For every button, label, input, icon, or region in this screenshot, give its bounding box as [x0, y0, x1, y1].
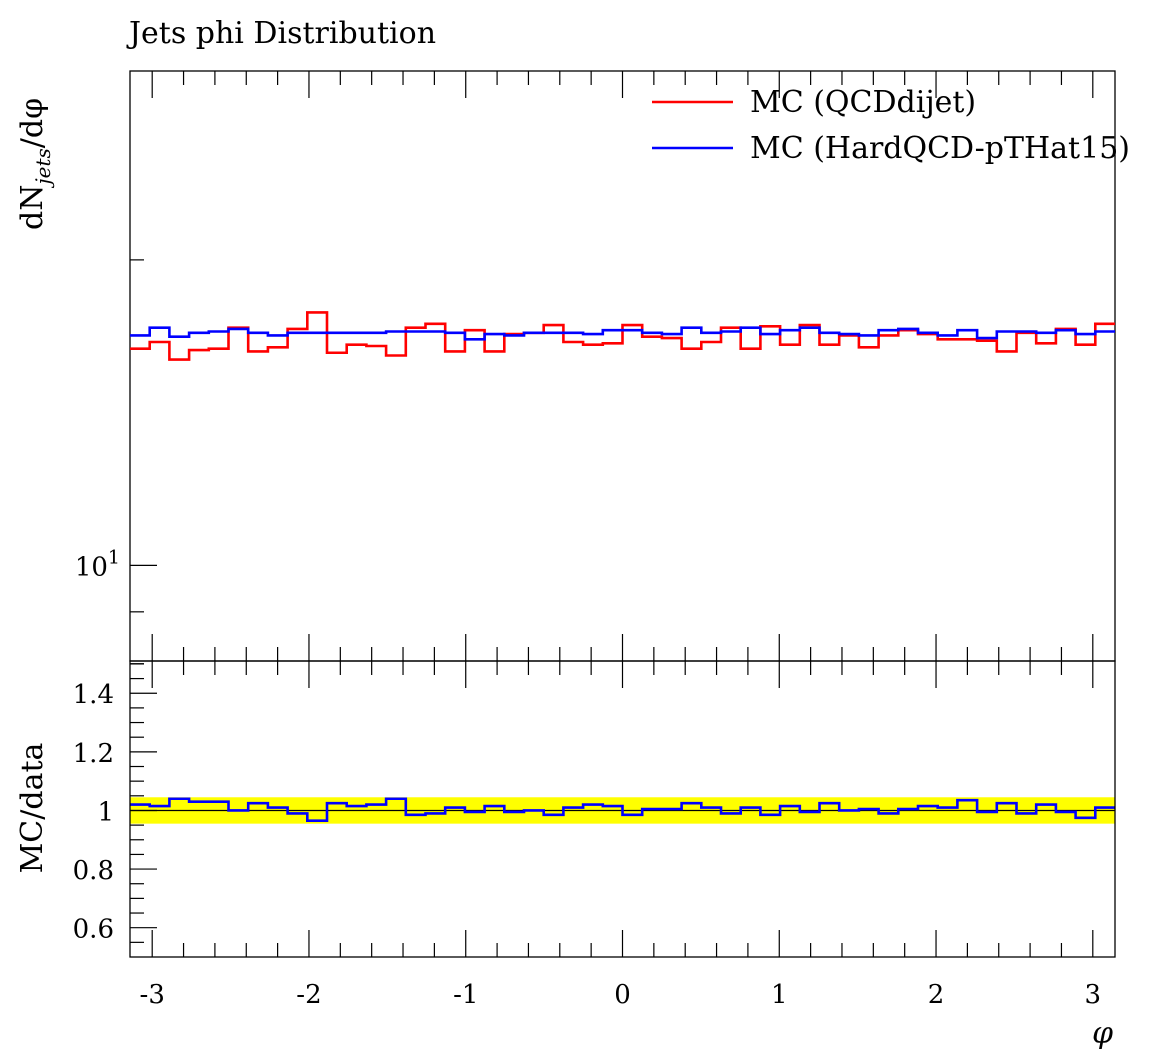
x-tick-label: 1 — [771, 980, 788, 1010]
x-tick-label: -1 — [453, 980, 478, 1010]
chart-title: Jets phi Distribution — [126, 16, 436, 51]
series-line-hardqcd — [130, 326, 1115, 341]
x-tick-label: 3 — [1085, 980, 1102, 1010]
main-series-group — [130, 311, 1115, 361]
ratio-series-line-hardqcd — [130, 797, 1115, 823]
x-axis-label: φ — [1092, 1016, 1113, 1051]
x-tick-label: 2 — [928, 980, 945, 1010]
main-x-ticks — [151, 71, 1094, 661]
main-y-tick-label: 101 — [75, 546, 120, 582]
x-tick-label: -2 — [296, 980, 321, 1010]
ratio-panel: -3 -2 -1 0 1 2 3 0.6 0.8 1 1.2 1.4 MC/data φ — [15, 660, 1116, 1051]
legend-label-hardqcd: MC (HardQCD-pTHat15) — [750, 131, 1130, 166]
x-tick-label: -3 — [140, 980, 165, 1010]
main-y-ticks: 101 — [75, 259, 157, 665]
ratio-y-tick-label: 1.2 — [73, 739, 114, 769]
main-panel: 101 dNjets/dφ MC (QCDdijet) MC (HardQCD-… — [15, 70, 1130, 665]
ratio-y-tick-label: 1 — [97, 797, 114, 827]
legend: MC (QCDdijet) MC (HardQCD-pTHat15) — [652, 85, 1130, 166]
ratio-x-ticks: -3 -2 -1 0 1 2 3 — [140, 661, 1102, 1010]
ratio-y-ticks: 0.6 0.8 1 1.2 1.4 — [73, 663, 157, 945]
ratio-y-tick-label: 1.4 — [73, 680, 114, 710]
main-y-axis-label: dNjets/dφ — [15, 98, 55, 230]
ratio-y-tick-label: 0.6 — [73, 915, 114, 945]
ratio-series-group — [130, 797, 1115, 823]
ratio-y-axis-label: MC/data — [15, 742, 50, 873]
series-line-qcddijet — [130, 311, 1115, 361]
x-tick-label: 0 — [614, 980, 631, 1010]
legend-label-qcddijet: MC (QCDdijet) — [750, 85, 976, 120]
ratio-y-tick-label: 0.8 — [73, 856, 114, 886]
